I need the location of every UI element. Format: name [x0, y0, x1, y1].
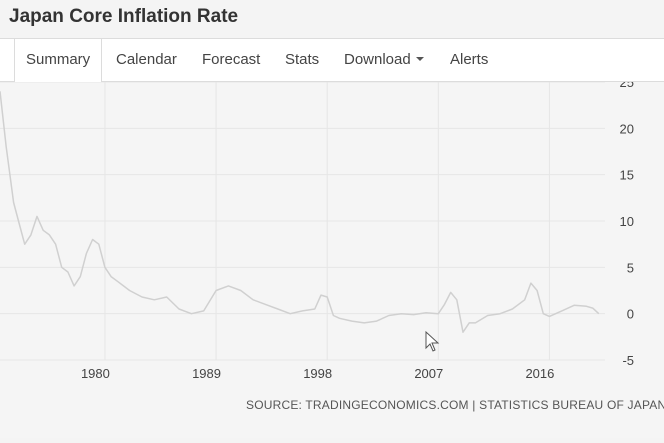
- x-tick-label: 1980: [81, 366, 110, 381]
- inflation-chart: 25 20 15 10 5 0 -5 1980 1989 1998 2007 2016: [0, 75, 634, 381]
- x-tick-label: 2016: [525, 366, 554, 381]
- tab-download[interactable]: Download: [344, 39, 424, 81]
- x-tick-label: 1989: [192, 366, 221, 381]
- y-tick-label: 10: [620, 214, 634, 229]
- chart-area: 25 20 15 10 5 0 -5 1980 1989 1998 2007 2016: [0, 75, 664, 438]
- chevron-down-icon: [415, 57, 424, 62]
- tab-download-label: Download: [344, 51, 411, 68]
- y-tick-label: 25: [620, 82, 634, 90]
- tab-summary[interactable]: Summary: [14, 39, 103, 83]
- page-title: Japan Core Inflation Rate: [9, 6, 239, 27]
- tab-forecast[interactable]: Forecast: [202, 51, 261, 68]
- y-tick-label: 0: [627, 307, 634, 322]
- series-line: [0, 91, 600, 333]
- chart-grid: [0, 81, 605, 361]
- source-note: SOURCE: TRADINGECONOMICS.COM | STATISTIC…: [246, 398, 664, 412]
- tab-stats[interactable]: Stats: [285, 51, 320, 68]
- chart-series: [0, 91, 600, 333]
- y-tick-label: -5: [622, 353, 634, 368]
- tabs-bar: Summary Calendar Forecast Stats Download…: [0, 38, 664, 83]
- y-tick-label: 15: [620, 168, 634, 183]
- y-tick-label: 5: [627, 260, 634, 275]
- x-tick-label: 2007: [414, 366, 443, 381]
- title-bar: Japan Core Inflation Rate: [0, 0, 664, 38]
- x-tick-label: 1998: [303, 366, 332, 381]
- y-axis: 25 20 15 10 5 0 -5: [620, 75, 634, 368]
- x-axis: 1980 1989 1998 2007 2016: [81, 366, 554, 381]
- tab-calendar[interactable]: Calendar: [116, 51, 177, 68]
- mouse-cursor-icon: [425, 330, 440, 352]
- y-tick-label: 20: [620, 121, 634, 136]
- tab-alerts[interactable]: Alerts: [450, 51, 489, 68]
